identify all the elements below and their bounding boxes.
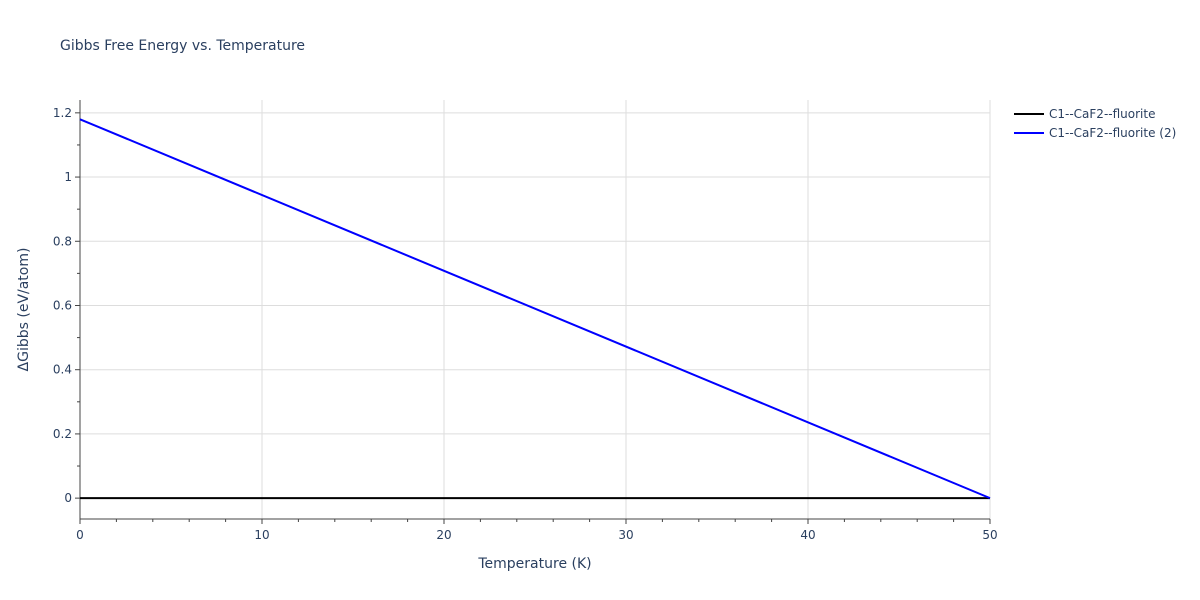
y-tick-label: 0.2 <box>53 427 72 441</box>
chart-title: Gibbs Free Energy vs. Temperature <box>60 38 305 54</box>
series-line-2 <box>79 118 991 500</box>
y-tick-label: 1.2 <box>53 106 72 120</box>
x-tick-label: 20 <box>436 528 451 542</box>
y-tick-label: 0.4 <box>53 363 72 377</box>
y-axis-title: ΔGibbs (eV/atom) <box>16 248 32 372</box>
y-tick-label: 0.6 <box>53 298 72 312</box>
x-tick-label: 30 <box>618 528 633 542</box>
grid-lines <box>80 100 991 519</box>
x-tick-label: 10 <box>254 528 269 542</box>
y-tick-label: 1 <box>64 170 72 184</box>
legend-item-1[interactable]: C1--CaF2--fluorite <box>1014 107 1155 121</box>
y-tick-label: 0.8 <box>53 234 72 248</box>
axes <box>75 100 991 524</box>
legend-label: C1--CaF2--fluorite (2) <box>1049 126 1176 140</box>
tick-labels: 0 10 20 30 40 50 0 0.2 0.4 0.6 0.8 1 1.2 <box>53 106 998 542</box>
legend[interactable]: C1--CaF2--fluorite C1--CaF2--fluorite (2) <box>1014 107 1176 140</box>
series-lines <box>79 118 991 500</box>
legend-label: C1--CaF2--fluorite <box>1049 107 1155 121</box>
x-tick-label: 40 <box>800 528 815 542</box>
y-tick-label: 0 <box>64 491 72 505</box>
x-tick-label: 50 <box>982 528 997 542</box>
x-axis-title: Temperature (K) <box>477 556 591 572</box>
legend-item-2[interactable]: C1--CaF2--fluorite (2) <box>1014 126 1176 140</box>
x-tick-label: 0 <box>76 528 84 542</box>
